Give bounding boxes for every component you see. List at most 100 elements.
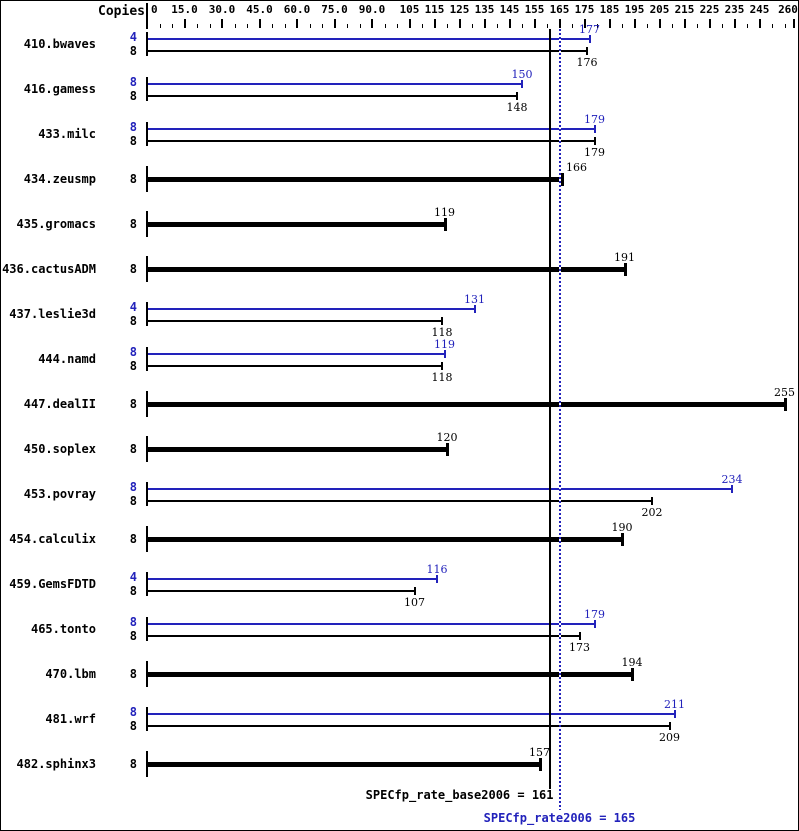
axis-tick-label: 90.0 [358, 3, 386, 16]
row-axis-tick [146, 617, 148, 641]
copies-value: 4 [129, 570, 137, 584]
axis-minor-tick [159, 24, 161, 28]
base-value-label: 202 [641, 506, 663, 519]
bar-end-cap [593, 137, 596, 145]
peak-value-label: 179 [584, 113, 605, 126]
bar-value-label: 255 [774, 386, 795, 399]
copies-value: 8 [129, 44, 137, 58]
axis-tick-label: 30.0 [208, 3, 236, 16]
axis-tick-label: 60.0 [283, 3, 311, 16]
axis-major-tick [793, 19, 795, 28]
base-bar [148, 635, 580, 637]
axis-tick-label: 145 [499, 3, 520, 16]
bar-value-label: 166 [566, 161, 587, 174]
axis-major-tick [608, 19, 611, 28]
benchmark-label: 465.tonto [30, 622, 96, 636]
bar-end-cap [593, 620, 596, 628]
axis-minor-tick [284, 24, 286, 28]
base-summary-text: SPECfp_rate_base2006 = 161 [365, 788, 554, 802]
base-value-label: 118 [431, 326, 453, 339]
base-value-label: 176 [576, 56, 598, 69]
copies-value: 8 [129, 120, 137, 134]
merged-bar [148, 537, 622, 542]
axis-tick-label: 260 [778, 3, 798, 16]
copies-value: 8 [129, 629, 137, 643]
peak-value-label: 234 [721, 473, 743, 486]
benchmark-label: 433.milc [38, 127, 96, 141]
axis-major-tick [296, 19, 298, 28]
peak-bar [148, 623, 595, 625]
benchmark-label: 444.namd [38, 352, 96, 366]
axis-tick-label: 185 [599, 3, 620, 16]
axis-minor-tick [422, 24, 423, 28]
peak-bar [148, 38, 590, 40]
bar-end-cap [631, 668, 634, 681]
benchmark-label: 435.gromacs [16, 217, 96, 231]
bar-end-cap [443, 350, 446, 358]
peak-bar [148, 578, 437, 580]
copies-value: 8 [129, 359, 137, 373]
peak-bar [148, 83, 522, 85]
axis-minor-tick [747, 24, 748, 28]
peak-bar [148, 488, 732, 490]
benchmark-label: 436.cactusADM [2, 262, 96, 276]
base-bar [148, 500, 652, 502]
axis-major-tick [633, 19, 636, 28]
row-axis-tick [146, 572, 148, 596]
base-value-label: 209 [659, 731, 680, 744]
copies-value: 8 [129, 494, 137, 508]
copies-value: 8 [129, 89, 137, 103]
row-axis-tick [146, 211, 148, 237]
benchmark-label: 459.GemsFDTD [9, 577, 96, 591]
bar-end-cap [538, 758, 542, 771]
copies-value: 8 [129, 172, 137, 186]
row-axis-tick [146, 77, 148, 101]
merged-bar [148, 177, 562, 182]
axis-major-tick [583, 19, 586, 28]
benchmark-label: 482.sphinx3 [16, 757, 96, 771]
bar-value-label: 190 [611, 521, 633, 534]
axis-major-tick [758, 19, 761, 28]
base-bar [148, 320, 442, 322]
axis-major-tick [433, 19, 436, 28]
benchmark-label: 437.leslie3d [9, 307, 96, 321]
axis-tick-label: 135 [474, 3, 495, 16]
copies-value: 4 [129, 300, 137, 314]
axis-major-tick [458, 19, 461, 28]
base-bar [148, 50, 587, 52]
axis-major-tick [733, 19, 736, 28]
row-axis-tick [146, 302, 148, 326]
axis-minor-tick [397, 24, 398, 28]
axis-minor-tick [472, 24, 473, 28]
row-axis-tick [146, 436, 148, 462]
axis-minor-tick [722, 24, 723, 28]
axis-major-tick [558, 19, 561, 28]
base-value-label: 148 [506, 101, 528, 114]
copies-value: 8 [129, 75, 137, 89]
axis-minor-tick [622, 24, 623, 28]
bar-end-cap [441, 317, 443, 325]
bar-end-cap [668, 722, 671, 730]
row-axis-tick [146, 391, 148, 417]
axis-minor-tick [322, 24, 323, 28]
merged-bar [148, 222, 445, 227]
bar-end-cap [623, 263, 627, 276]
axis-tick-label: 205 [649, 3, 670, 16]
base-bar [148, 365, 442, 367]
axis-major-tick [258, 19, 261, 28]
copies-value: 8 [129, 442, 137, 456]
benchmark-label: 434.zeusmp [23, 172, 96, 186]
axis-major-tick [221, 19, 223, 28]
merged-bar [148, 672, 632, 677]
bar-end-cap [651, 497, 653, 505]
axis-tick-label: 125 [449, 3, 470, 16]
axis-tick-label: 15.0 [171, 3, 198, 16]
copies-value: 8 [129, 134, 137, 148]
axis-minor-tick [547, 24, 548, 28]
copies-value: 8 [129, 757, 137, 771]
bar-end-cap [446, 443, 449, 456]
bar-end-cap [561, 173, 564, 186]
axis-tick-label: 115 [424, 3, 445, 16]
axis-major-tick [408, 19, 411, 28]
bar-end-cap [413, 587, 416, 595]
